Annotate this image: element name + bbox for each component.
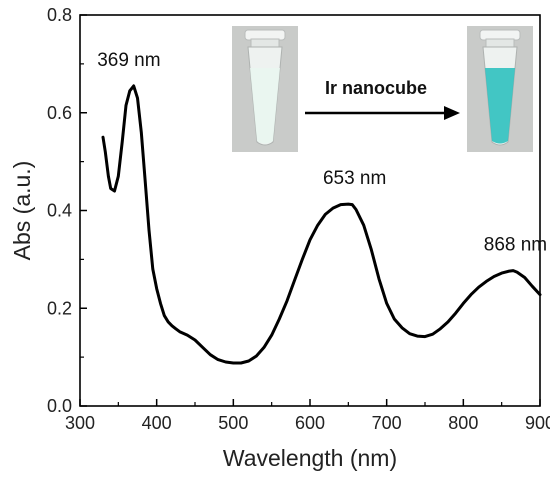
x-tick-label: 900	[525, 413, 550, 433]
photo-after	[467, 26, 533, 152]
y-tick-label: 0.0	[47, 396, 72, 416]
x-tick-label: 800	[448, 413, 478, 433]
photo-before	[232, 26, 298, 152]
y-tick-label: 0.6	[47, 103, 72, 123]
tube-liquid	[250, 68, 280, 144]
y-tick-label: 0.8	[47, 5, 72, 25]
tube-neck	[485, 38, 515, 48]
peak-label: 369 nm	[97, 50, 160, 71]
peak-label: 868 nm	[484, 235, 547, 256]
x-tick-label: 300	[65, 413, 95, 433]
x-tick-label: 600	[295, 413, 325, 433]
y-tick-label: 0.4	[47, 201, 72, 221]
peak-annotations: 369 nm 653 nm 868 nm	[97, 50, 547, 256]
axis-ticks	[79, 14, 541, 407]
x-tick-label: 700	[372, 413, 402, 433]
absorbance-line	[101, 84, 542, 365]
tube-liquid	[485, 68, 515, 144]
y-axis-title: Abs (a.u.)	[9, 161, 35, 261]
arrow-head-icon	[444, 106, 460, 120]
peak-label: 653 nm	[323, 168, 386, 189]
tube-neck	[250, 38, 280, 48]
arrow-label: Ir nanocube	[325, 78, 427, 98]
x-tick-label: 500	[218, 413, 248, 433]
tick-labels: 300 400 500 600 700 800 900 0.0 0.2 0.4 0.6 0.8	[47, 5, 550, 433]
inset-photos: Ir nanocube	[232, 26, 533, 152]
x-tick-label: 400	[142, 413, 172, 433]
y-tick-label: 0.2	[47, 298, 72, 318]
x-axis-title: Wavelength (nm)	[223, 445, 397, 471]
